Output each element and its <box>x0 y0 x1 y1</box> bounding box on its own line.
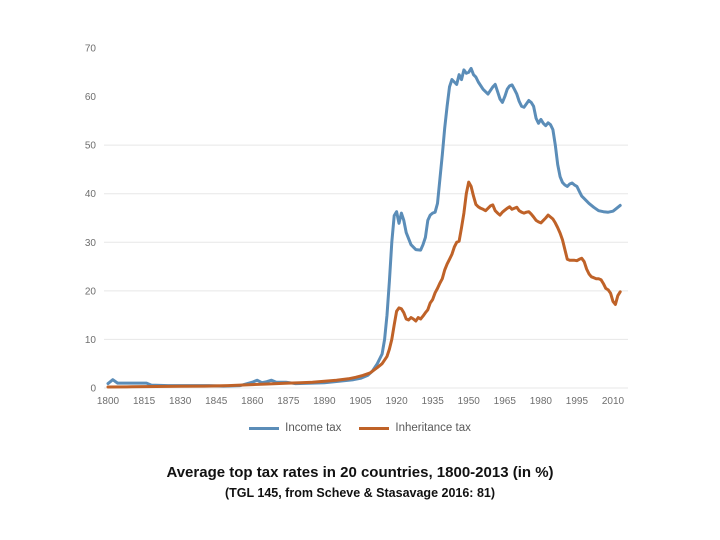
chart-legend: Income tax Inheritance tax <box>0 422 720 434</box>
x-tick-label: 1890 <box>313 396 336 407</box>
tax-rates-chart: 0 10 20 30 40 50 60 70 1800 1815 1830 1845 1860 1875 1… <box>85 44 628 407</box>
legend-item-income-tax: Income tax <box>249 422 341 434</box>
x-tick-label: 1950 <box>458 396 481 407</box>
legend-label-inheritance-tax: Inheritance tax <box>395 422 471 434</box>
x-tick-label: 1830 <box>169 396 192 407</box>
x-tick-label: 1995 <box>566 396 589 407</box>
caption-source: (TGL 145, from Scheve & Stasavage 2016: … <box>224 485 496 500</box>
legend-item-inheritance-tax: Inheritance tax <box>359 422 471 434</box>
y-tick-label: 0 <box>90 384 96 395</box>
x-tick-label: 1980 <box>530 396 553 407</box>
y-tick-label: 40 <box>85 189 97 200</box>
income-tax-line-swatch <box>249 426 280 430</box>
x-tick-label: 1860 <box>241 396 264 407</box>
x-tick-label: 1965 <box>494 396 517 407</box>
y-tick-label: 20 <box>85 286 97 297</box>
inheritance-tax-line <box>106 180 622 389</box>
x-tick-label: 1875 <box>277 396 300 407</box>
x-tick-label: 1815 <box>133 396 156 407</box>
y-tick-label: 50 <box>85 141 97 152</box>
caption-title: Average top tax rates in 20 countries, 1… <box>166 464 554 481</box>
y-tick-label: 10 <box>85 335 97 346</box>
legend-label-income-tax: Income tax <box>285 422 342 434</box>
y-tick-label: 60 <box>85 92 97 103</box>
x-tick-label: 1905 <box>349 396 372 407</box>
inheritance-tax-line-swatch <box>359 426 390 430</box>
y-tick-label: 70 <box>85 44 97 55</box>
y-tick-label: 30 <box>85 238 97 249</box>
x-tick-label: 2010 <box>602 396 625 407</box>
income-tax-line <box>106 66 622 388</box>
x-tick-label: 1845 <box>205 396 228 407</box>
chart-caption: Average top tax rates in 20 countries, 1… <box>0 462 720 503</box>
x-tick-label: 1935 <box>422 396 445 407</box>
x-tick-label: 1920 <box>385 396 408 407</box>
x-tick-label: 1800 <box>97 396 120 407</box>
